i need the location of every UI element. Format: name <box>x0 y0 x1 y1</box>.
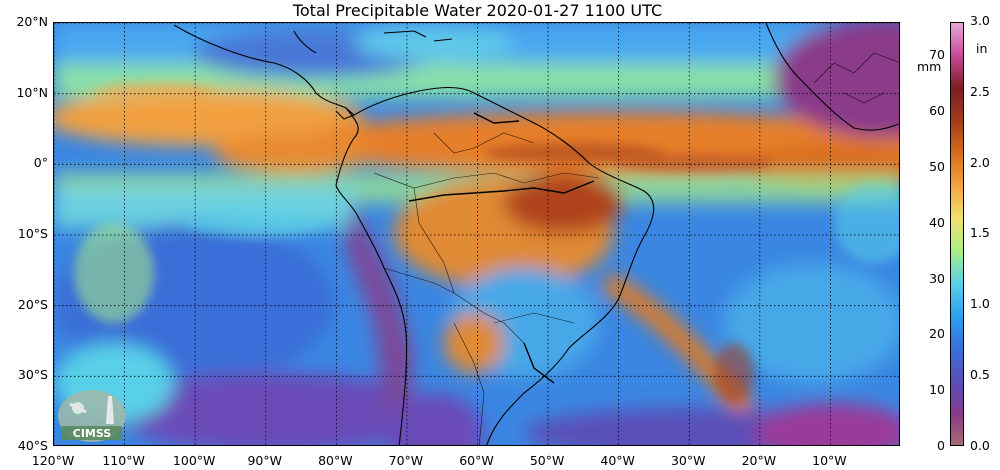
colorbar-mm-tick: 60 <box>929 103 945 119</box>
colorbar-mm-tick: 50 <box>929 159 945 175</box>
cimss-logo-text: CIMSS <box>73 427 112 440</box>
moisture-field <box>54 23 899 445</box>
chart-title: Total Precipitable Water 2020-01-27 1100… <box>292 1 663 20</box>
latitude-label: 0° <box>33 155 48 171</box>
borders <box>373 52 899 445</box>
longitude-label: 120°W <box>31 453 75 468</box>
longitude-label: 80°W <box>318 453 353 468</box>
moisture-detail <box>74 83 899 403</box>
latitude-label: 20°S <box>17 296 48 312</box>
graticule <box>54 23 899 445</box>
colorbar-mm-tick: 30 <box>929 270 945 286</box>
cimss-satellite-icon: CIMSS <box>58 390 126 442</box>
colorbar-in-tick: 2.0 <box>970 154 990 170</box>
coastlines <box>173 23 899 445</box>
colorbar-mm-tick: 40 <box>929 214 945 230</box>
colorbar-mm-unit: mm <box>917 59 942 74</box>
map-canvas <box>54 23 899 445</box>
colorbar-mm-tick: 10 <box>929 382 945 398</box>
colorbar-in-tick: 0.0 <box>970 438 990 453</box>
latitude-label: 40°S <box>17 438 48 453</box>
colorbar-in-tick: 2.5 <box>970 83 990 99</box>
longitude-label: 60°W <box>459 453 494 468</box>
latitude-label: 20°N <box>16 14 48 29</box>
latitude-label: 30°S <box>17 367 48 383</box>
colorbar-in-tick: 1.0 <box>970 296 990 312</box>
longitude-label: 100°W <box>172 453 216 468</box>
colorbar-gradient <box>951 23 963 445</box>
longitude-label: 90°W <box>247 453 282 468</box>
latitude-label: 10°S <box>17 226 48 241</box>
colorbar-mm-tick: 0 <box>937 438 945 453</box>
longitude-label: 10°W <box>812 453 847 468</box>
longitude-label: 70°W <box>388 453 424 468</box>
colorbar-in-unit: in <box>976 41 988 56</box>
rivers <box>408 112 595 384</box>
longitude-label: 50°W <box>529 453 565 468</box>
colorbar-in-tick: 3.0 <box>970 12 990 28</box>
tpw-map <box>53 22 900 446</box>
longitude-label: 20°W <box>741 453 777 468</box>
colorbar-in-tick: 1.5 <box>970 225 990 241</box>
longitude-label: 40°W <box>600 453 635 468</box>
colorbar-mm-tick: 20 <box>929 326 945 342</box>
colorbar-in-tick: 0.5 <box>970 367 990 383</box>
colorbar-mm-tick: 70 <box>929 47 945 63</box>
longitude-label: 110°W <box>102 453 145 468</box>
longitude-label: 30°W <box>670 453 706 468</box>
colorbar <box>950 22 964 446</box>
latitude-label: 10°N <box>16 84 48 100</box>
